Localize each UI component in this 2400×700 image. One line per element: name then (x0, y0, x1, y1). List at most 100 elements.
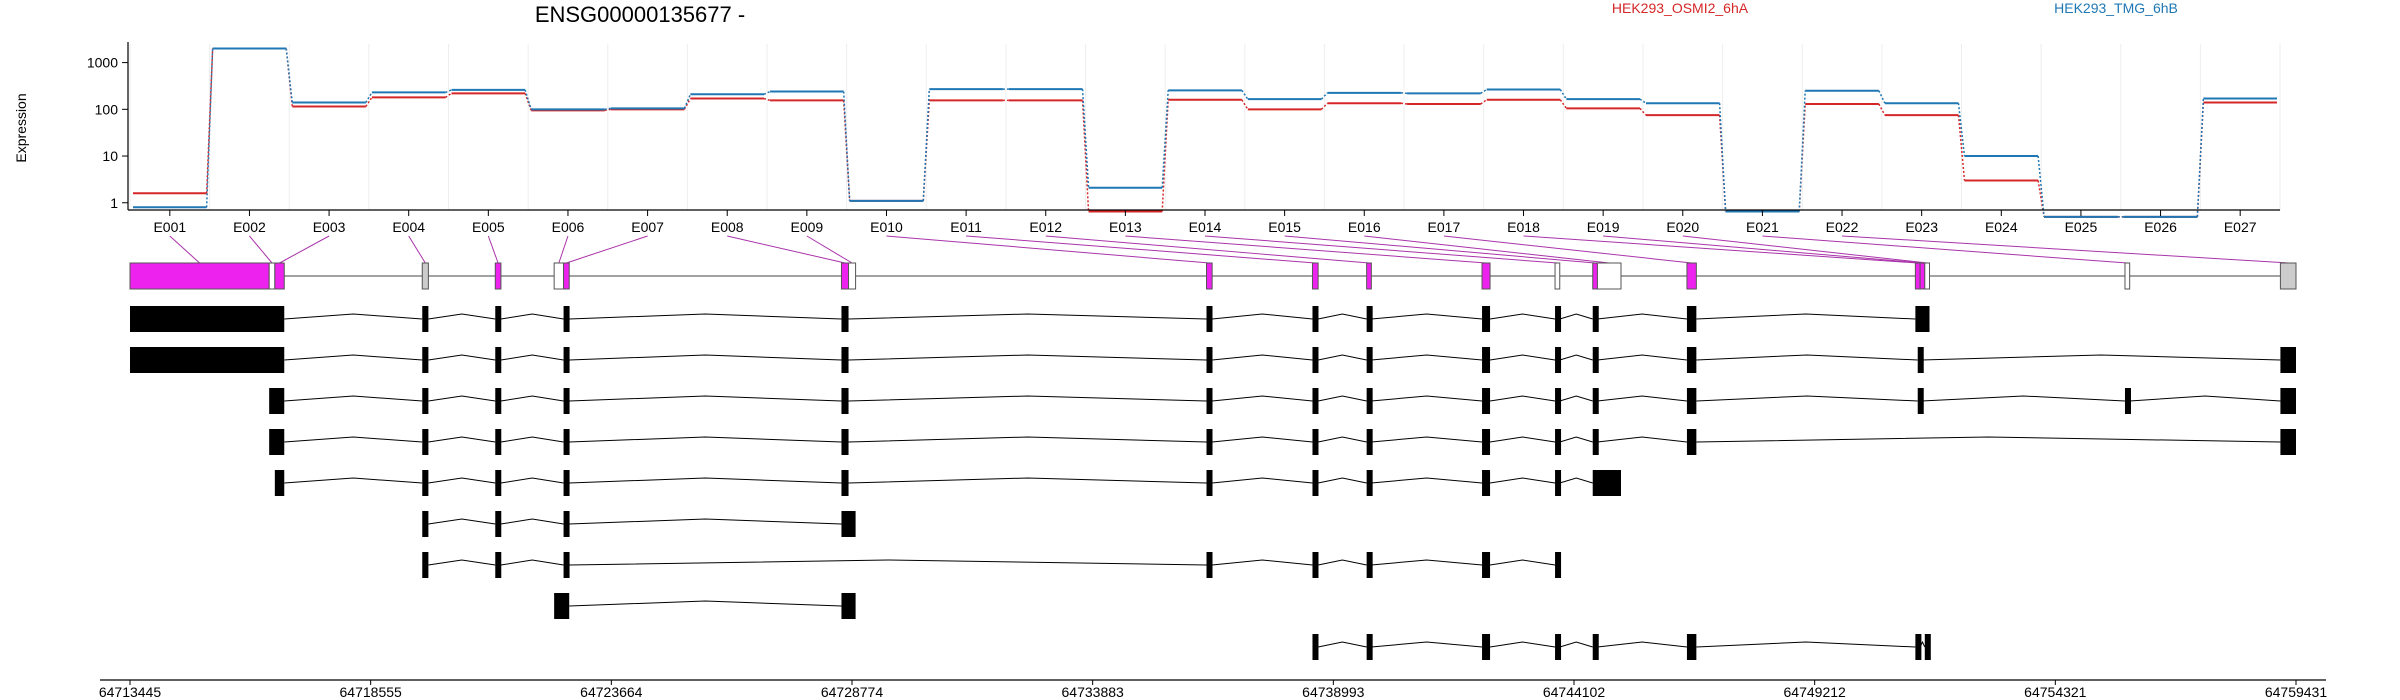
intron-line (284, 477, 423, 484)
exon-box (1919, 262, 1926, 290)
intron-line (1212, 395, 1313, 402)
transcript-exon (1482, 470, 1491, 496)
exon-connector (1443, 235, 1692, 264)
intron-line (1318, 354, 1367, 361)
intron-line (500, 354, 564, 361)
transcript-exon (2280, 388, 2296, 414)
transcript-exon (130, 306, 285, 332)
intron-line (500, 436, 564, 443)
exon-connectors (169, 235, 2289, 264)
series-connector (285, 48, 294, 103)
exon-box (1366, 262, 1372, 290)
transcript-exon (1917, 388, 1924, 414)
transcript-exon (1482, 388, 1491, 414)
transcript-exon (422, 470, 429, 496)
intron-line (500, 559, 564, 566)
intron-line (1212, 559, 1313, 566)
transcript-exon (1592, 388, 1599, 414)
series-line (133, 47, 2277, 218)
exon-track (129, 262, 2297, 290)
series-line (133, 47, 2277, 218)
intron-line (1371, 559, 1483, 566)
intron-line (1559, 313, 1593, 320)
intron-line (569, 395, 842, 402)
exon-box (1481, 262, 1491, 290)
transcript-row (274, 470, 1621, 496)
genomic-tick-label: 64733883 (1062, 684, 1125, 700)
transcript-exon (422, 306, 429, 332)
transcript-exon (1206, 470, 1213, 496)
transcript-exon (841, 470, 849, 496)
intron-line (848, 436, 1207, 443)
intron-line (2129, 395, 2281, 402)
intron-line (1597, 313, 1687, 320)
transcript-exon (563, 552, 570, 578)
intron-line (1318, 559, 1367, 566)
exon-tick-label: E009 (791, 219, 824, 235)
intron-line (1696, 436, 2281, 443)
series-connector (604, 108, 611, 112)
transcript-row (130, 347, 2296, 373)
transcript-exon (1592, 470, 1599, 496)
transcript-row (422, 511, 856, 537)
expression-axes: 1 10 100 1000 E001 E002 E003 E004 E005 E006 E007 E0… (87, 42, 2280, 235)
intron-line (1559, 477, 1593, 484)
series-connector (1081, 89, 1090, 188)
series-connector (1241, 89, 1249, 100)
transcript-exon (1686, 306, 1697, 332)
intron-line (428, 518, 496, 525)
transcript-exon (563, 470, 570, 496)
intron-line (1597, 395, 1687, 402)
transcript-exon (422, 388, 429, 414)
exon-connector (806, 235, 853, 264)
transcript-exon (1686, 347, 1697, 373)
exon-box (1686, 262, 1697, 290)
exon-tick-label: E013 (1109, 219, 1142, 235)
intron-line (1489, 436, 1556, 443)
exon-connector (1523, 235, 1918, 264)
intron-line (1371, 313, 1483, 320)
genomic-tick-label: 64713445 (99, 684, 162, 700)
series-connector (763, 90, 771, 95)
transcript-exon (1555, 347, 1562, 373)
intron-line (1371, 641, 1483, 648)
exon-connector (1682, 235, 1928, 264)
exon-tick-label: E003 (313, 219, 346, 235)
series-connector (604, 107, 611, 111)
intron-line (1597, 641, 1687, 648)
transcript-exon (1482, 429, 1491, 455)
transcript-exon (841, 347, 849, 373)
transcript-exon (1482, 347, 1491, 373)
intron-line (428, 395, 496, 402)
exon-tick-label: E025 (2065, 219, 2098, 235)
exon-connector (1045, 235, 1370, 264)
genomic-tick-label: 64723664 (580, 684, 643, 700)
series-connector (1161, 90, 1169, 188)
intron-line (1212, 477, 1313, 484)
series-connector (365, 96, 373, 107)
transcript-exon (1312, 388, 1319, 414)
genomic-tick-label: 64718555 (340, 684, 403, 700)
transcript-exon (1597, 470, 1621, 496)
expression-series (133, 47, 2277, 218)
exon-connector (487, 235, 499, 264)
series-connector (445, 92, 452, 99)
transcript-exon (130, 347, 285, 373)
transcript-exon (495, 511, 502, 537)
series-connector (1241, 99, 1249, 110)
transcript-exon (1592, 429, 1599, 455)
intron-line (1696, 641, 1916, 648)
intron-line (1489, 313, 1556, 320)
transcript-exon (1555, 634, 1562, 660)
genomic-coordinate-axis: 64713445 64718555 64723664 64728774 64733883… (99, 679, 2327, 700)
exon-tick-label: E012 (1029, 219, 1062, 235)
exon-box (1596, 262, 1622, 290)
intron-line (1318, 395, 1367, 402)
transcript-exon (1366, 347, 1373, 373)
exon-box (563, 262, 570, 290)
exon-tick-label: E002 (233, 219, 266, 235)
transcript-exon (1915, 634, 1922, 660)
transcript-exon (1555, 306, 1562, 332)
transcript-exon (422, 347, 429, 373)
intron-line (428, 477, 496, 484)
